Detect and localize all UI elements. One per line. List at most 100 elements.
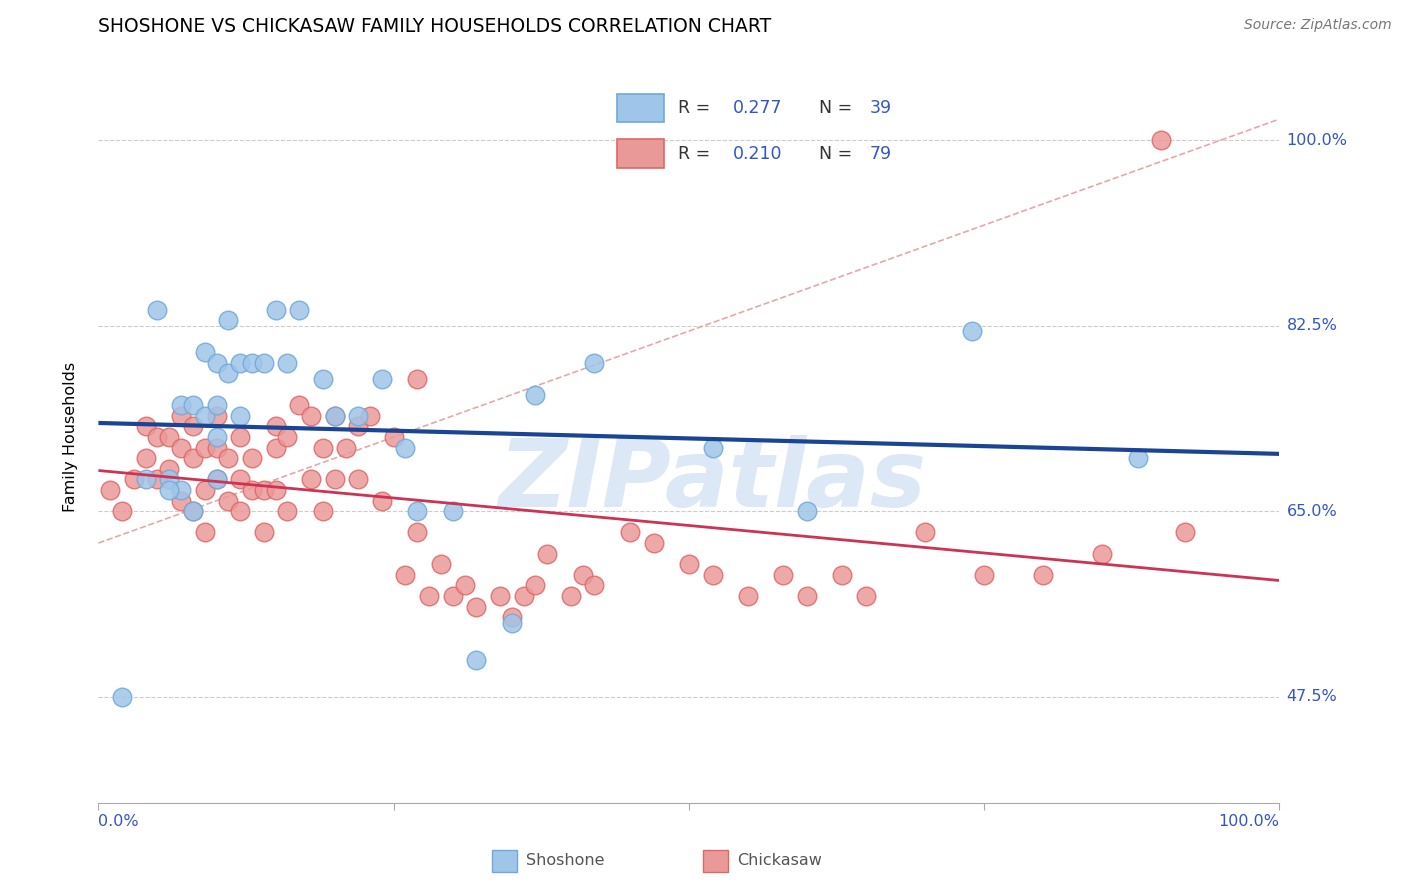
Point <box>323 409 346 423</box>
Point <box>323 409 346 423</box>
Point <box>240 356 263 370</box>
Point <box>536 547 558 561</box>
Point <box>181 419 204 434</box>
Point <box>181 504 204 518</box>
Point <box>312 441 335 455</box>
Point <box>312 372 335 386</box>
Point <box>194 441 217 455</box>
Point <box>229 430 252 444</box>
Text: Chickasaw: Chickasaw <box>737 854 821 868</box>
Point <box>453 578 475 592</box>
Point <box>157 462 180 476</box>
Text: 47.5%: 47.5% <box>1286 690 1337 705</box>
Point <box>170 398 193 412</box>
Text: 82.5%: 82.5% <box>1286 318 1337 334</box>
Point <box>229 409 252 423</box>
Point <box>253 483 276 497</box>
Point <box>1174 525 1197 540</box>
Point <box>299 409 322 423</box>
Point <box>135 473 157 487</box>
Point <box>217 493 239 508</box>
Point <box>205 430 228 444</box>
Point <box>205 409 228 423</box>
Point <box>643 536 665 550</box>
Y-axis label: Family Households: Family Households <box>63 362 77 512</box>
Point <box>489 589 512 603</box>
Point <box>276 430 298 444</box>
Point <box>441 589 464 603</box>
Point <box>501 615 523 630</box>
Point <box>347 419 370 434</box>
Point <box>406 372 429 386</box>
Point <box>772 567 794 582</box>
Point <box>1032 567 1054 582</box>
Point <box>240 451 263 466</box>
Point <box>796 589 818 603</box>
Point <box>157 430 180 444</box>
Point <box>347 409 370 423</box>
Point <box>831 567 853 582</box>
Point <box>347 473 370 487</box>
Point <box>146 302 169 317</box>
Point <box>288 398 311 412</box>
Point <box>205 398 228 412</box>
Point <box>205 356 228 370</box>
Text: 100.0%: 100.0% <box>1219 814 1279 829</box>
Point <box>157 473 180 487</box>
Point <box>702 567 724 582</box>
Point <box>560 589 582 603</box>
Point <box>111 504 134 518</box>
Point <box>524 387 547 401</box>
Point <box>170 409 193 423</box>
Point <box>1091 547 1114 561</box>
Point <box>571 567 593 582</box>
Point <box>194 525 217 540</box>
Point <box>299 473 322 487</box>
Point <box>181 398 204 412</box>
Point <box>194 409 217 423</box>
Point <box>122 473 145 487</box>
Point <box>181 504 204 518</box>
Point <box>288 302 311 317</box>
Point <box>135 419 157 434</box>
Point <box>170 483 193 497</box>
Text: SHOSHONE VS CHICKASAW FAMILY HOUSEHOLDS CORRELATION CHART: SHOSHONE VS CHICKASAW FAMILY HOUSEHOLDS … <box>98 17 772 36</box>
Point <box>217 367 239 381</box>
Point <box>737 589 759 603</box>
Point <box>702 441 724 455</box>
Point <box>619 525 641 540</box>
Point <box>157 483 180 497</box>
Point <box>170 493 193 508</box>
Point <box>240 483 263 497</box>
Point <box>229 473 252 487</box>
Text: Source: ZipAtlas.com: Source: ZipAtlas.com <box>1244 18 1392 32</box>
Point <box>323 473 346 487</box>
Point <box>855 589 877 603</box>
Point <box>194 483 217 497</box>
Point <box>194 345 217 359</box>
Point <box>406 525 429 540</box>
Point <box>276 504 298 518</box>
Point <box>146 430 169 444</box>
Text: ZIPatlas: ZIPatlas <box>499 435 927 527</box>
Point <box>382 430 405 444</box>
Point <box>359 409 381 423</box>
Point <box>371 493 394 508</box>
Point <box>146 473 169 487</box>
Point <box>229 504 252 518</box>
Point <box>583 578 606 592</box>
Point <box>465 653 488 667</box>
Point <box>1126 451 1149 466</box>
Point <box>394 441 416 455</box>
Text: 100.0%: 100.0% <box>1286 133 1347 148</box>
Point <box>229 356 252 370</box>
Point <box>217 451 239 466</box>
Text: 65.0%: 65.0% <box>1286 504 1337 519</box>
Point <box>678 558 700 572</box>
Point <box>264 302 287 317</box>
Text: 0.0%: 0.0% <box>98 814 139 829</box>
Point <box>430 558 453 572</box>
Point <box>98 483 121 497</box>
Point <box>371 372 394 386</box>
Point <box>264 441 287 455</box>
